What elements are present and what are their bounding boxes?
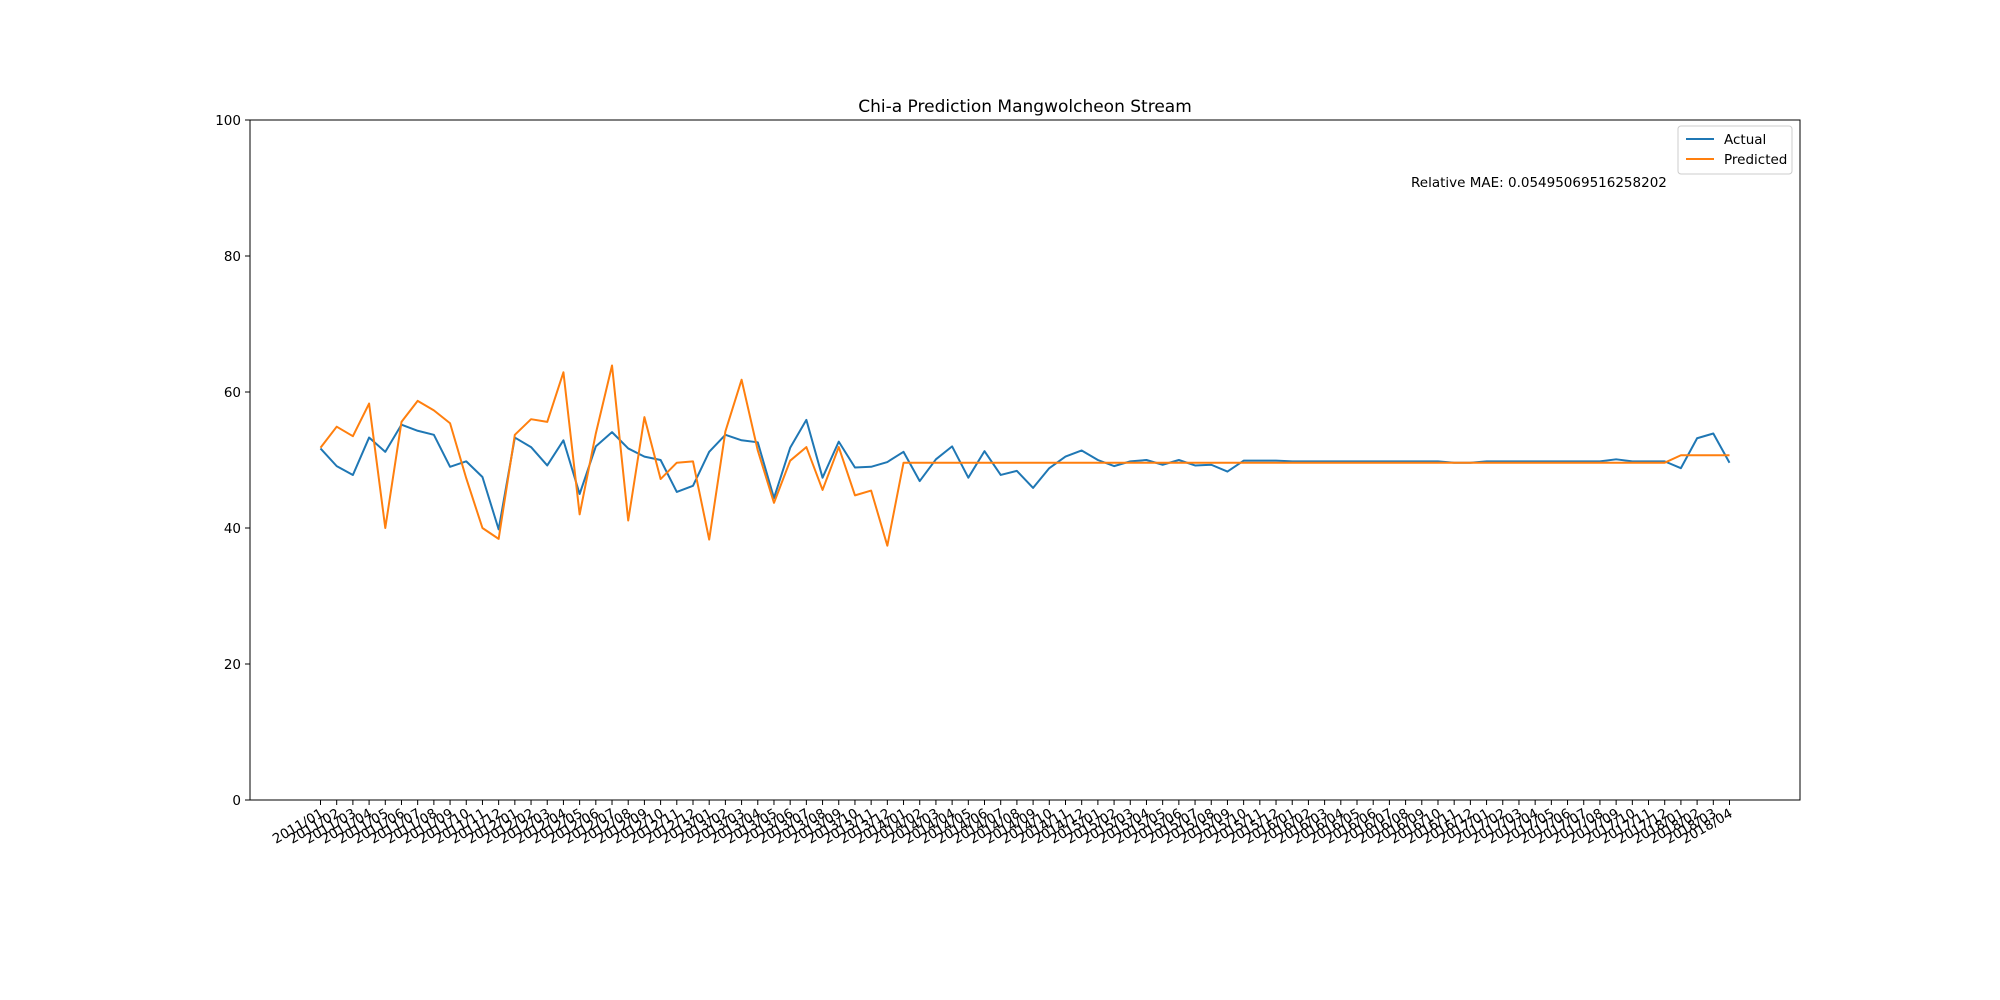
y-tick-label: 0 <box>232 793 241 809</box>
y-tick-label: 40 <box>224 521 241 537</box>
plot-frame <box>249 119 1801 801</box>
y-tick-label: 100 <box>215 113 241 129</box>
legend-label-actual: Actual <box>1724 132 1766 148</box>
legend: Actual Predicted <box>1677 125 1793 175</box>
y-tick-label: 20 <box>224 657 241 673</box>
series-line-predicted <box>319 364 1730 547</box>
mae-annotation: Relative MAE: 0.05495069516258202 <box>1411 175 1667 191</box>
series-line-actual <box>319 418 1731 531</box>
series-layer <box>319 364 1731 547</box>
y-tick-label: 60 <box>224 385 241 401</box>
legend-label-predicted: Predicted <box>1724 152 1787 168</box>
y-axis: 0 20 40 60 80 100 <box>215 113 250 809</box>
chart-title: Chi-a Prediction Mangwolcheon Stream <box>858 97 1192 117</box>
y-tick-label: 80 <box>224 249 241 265</box>
x-axis: 2011/012011/022011/032011/042011/052011/… <box>270 800 1736 848</box>
